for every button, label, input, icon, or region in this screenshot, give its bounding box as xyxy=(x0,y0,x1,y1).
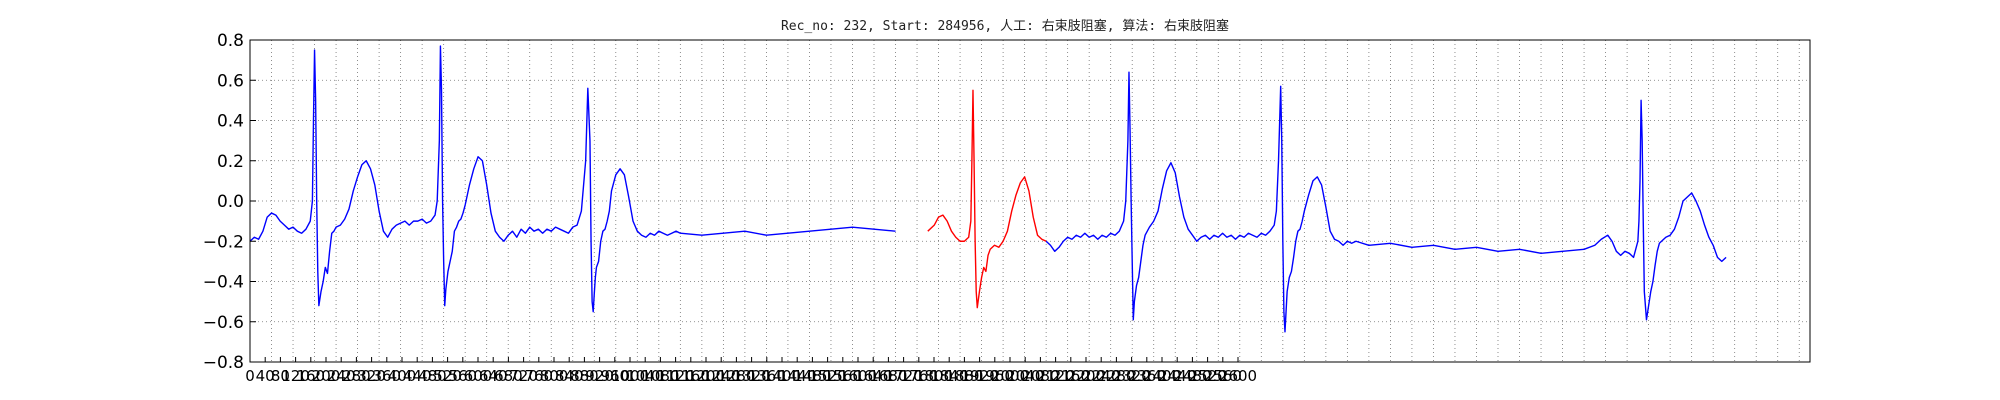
y-tick-label-7: 0.6 xyxy=(217,71,244,91)
chart-title: Rec_no: 232, Start: 284956, 人工: 右束肢阻塞, 算… xyxy=(781,18,1229,34)
x-tick-label-65: 2600 xyxy=(1219,367,1257,385)
y-tick-label-3: −0.2 xyxy=(203,232,244,252)
y-tick-label-2: −0.4 xyxy=(203,273,244,293)
y-tick-label-0: −0.8 xyxy=(203,353,244,373)
y-tick-label-6: 0.4 xyxy=(217,112,244,132)
y-tick-label-5: 0.2 xyxy=(217,152,244,172)
x-tick-label-0: 0 xyxy=(245,367,255,385)
y-tick-label-1: −0.6 xyxy=(203,313,244,333)
y-tick-label-8: 0.8 xyxy=(217,31,244,51)
y-tick-label-4: 0.0 xyxy=(217,192,244,212)
